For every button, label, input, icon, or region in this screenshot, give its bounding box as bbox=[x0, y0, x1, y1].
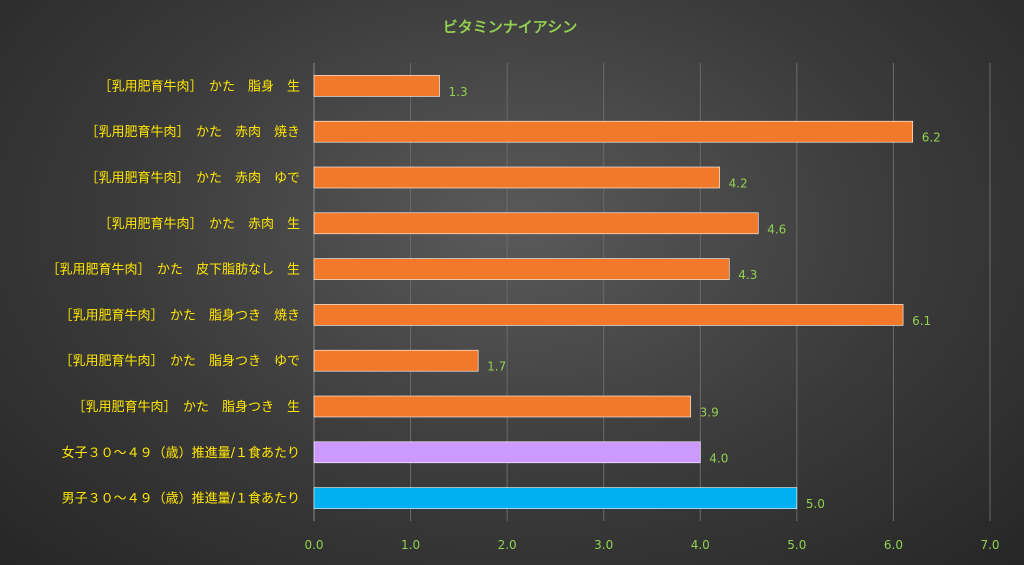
bar bbox=[313, 349, 479, 372]
x-tick-label: 0.0 bbox=[304, 538, 323, 552]
bar bbox=[313, 75, 440, 97]
data-label: 6.2 bbox=[922, 131, 941, 145]
bar bbox=[313, 441, 701, 464]
x-tick-label: 3.0 bbox=[594, 538, 613, 552]
x-tick-label: 1.0 bbox=[401, 538, 420, 552]
category-label: ［乳用肥育牛肉］ かた 赤肉 ゆで bbox=[85, 170, 300, 186]
data-label: 1.7 bbox=[487, 360, 506, 374]
x-tick-label: 6.0 bbox=[884, 538, 903, 552]
x-axis-ticks: 0.0 1.0 2.0 3.0 4.0 5.0 6.0 7.0 bbox=[304, 538, 999, 552]
category-label: ［乳用肥育牛肉］ かた 脂身つき 生 bbox=[72, 399, 300, 415]
x-tick-label: 7.0 bbox=[980, 538, 999, 552]
data-label: 3.9 bbox=[700, 406, 719, 420]
bar bbox=[313, 166, 720, 189]
category-label: ［乳用肥育牛肉］ かた 赤肉 焼き bbox=[85, 124, 300, 140]
data-label: 4.6 bbox=[767, 222, 786, 236]
data-labels: 1.3 6.2 4.2 4.6 4.3 6.1 1.7 3.9 4.0 5.0 bbox=[449, 85, 941, 511]
category-label: 女子３０～４９（歳）推進量/１食あたり bbox=[62, 445, 300, 461]
bar bbox=[313, 304, 904, 326]
category-label: ［乳用肥育牛肉］ かた 脂身つき ゆで bbox=[59, 353, 300, 369]
data-label: 4.3 bbox=[738, 268, 757, 282]
bar bbox=[313, 120, 914, 143]
data-label: 5.0 bbox=[806, 497, 825, 511]
x-tick-label: 2.0 bbox=[498, 538, 517, 552]
x-tick-label: 5.0 bbox=[787, 538, 806, 552]
bar bbox=[313, 487, 798, 509]
data-label: 1.3 bbox=[449, 85, 468, 99]
category-label: ［乳用肥育牛肉］ かた 脂身つき 焼き bbox=[59, 307, 300, 323]
category-label: ［乳用肥育牛肉］ かた 脂身 生 bbox=[98, 78, 300, 94]
category-labels: ［乳用肥育牛肉］ かた 脂身 生 ［乳用肥育牛肉］ かた 赤肉 焼き ［乳用肥育牛肉… bbox=[46, 78, 300, 506]
x-tick-label: 4.0 bbox=[691, 538, 710, 552]
category-label: ［乳用肥育牛肉］ かた 皮下脂肪なし 生 bbox=[46, 262, 300, 278]
bar bbox=[313, 212, 759, 235]
data-label: 4.0 bbox=[709, 451, 728, 465]
data-label: 4.2 bbox=[729, 177, 748, 191]
bar bbox=[313, 258, 730, 280]
bars bbox=[313, 75, 914, 509]
data-label: 6.1 bbox=[912, 314, 931, 328]
category-label: ［乳用肥育牛肉］ かた 赤肉 生 bbox=[98, 216, 300, 232]
bar bbox=[313, 395, 691, 418]
chart-title: ビタミンナイアシン bbox=[443, 18, 577, 36]
category-label: 男子３０～４９（歳）推進量/１食あたり bbox=[62, 491, 300, 507]
